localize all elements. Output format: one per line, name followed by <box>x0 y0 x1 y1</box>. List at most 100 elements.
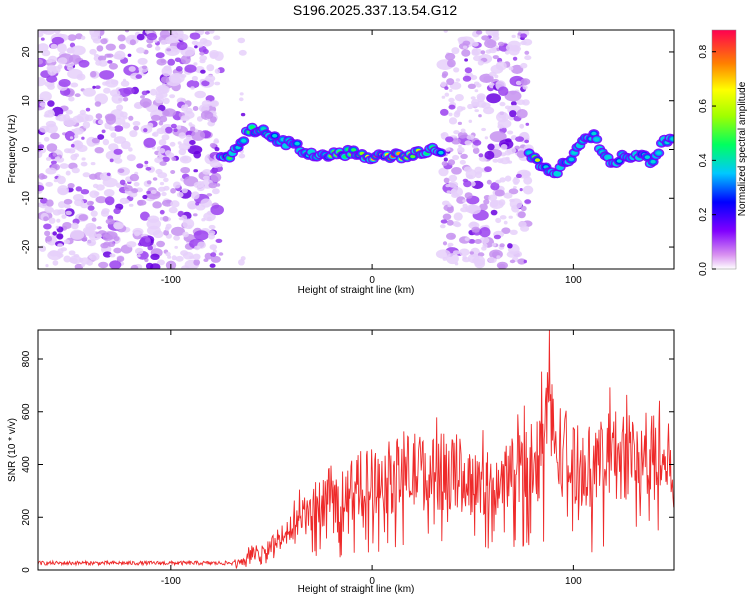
noise-speckle <box>40 30 48 34</box>
noise-speckle <box>170 200 180 208</box>
noise-speckle <box>495 179 502 184</box>
noise-speckle <box>447 59 456 68</box>
snr-line <box>38 330 674 569</box>
noise-speckle <box>137 199 144 206</box>
noise-speckle <box>70 45 86 56</box>
noise-speckle <box>446 190 452 194</box>
noise-speckle <box>212 249 217 253</box>
noise-speckle <box>57 248 64 255</box>
noise-speckle <box>50 160 57 165</box>
noise-speckle <box>464 67 473 74</box>
noise-speckle <box>510 44 520 52</box>
noise-speckle <box>78 59 90 68</box>
noise-speckle <box>44 110 55 118</box>
noise-speckle <box>38 202 43 208</box>
signal-blob <box>241 139 247 143</box>
noise-speckle <box>127 53 132 57</box>
noise-speckle <box>142 194 148 200</box>
noise-speckle <box>509 110 517 118</box>
noise-speckle <box>447 203 452 208</box>
noise-speckle <box>136 254 141 258</box>
colorbar-label: Normalized spectral amplitude <box>737 81 748 216</box>
noise-speckle <box>103 87 111 94</box>
noise-speckle <box>44 230 51 237</box>
noise-speckle <box>503 220 508 225</box>
noise-speckle <box>67 68 83 79</box>
noise-speckle <box>469 251 474 255</box>
noise-speckle <box>155 52 165 59</box>
noise-speckle <box>173 181 181 189</box>
noise-speckle <box>459 159 466 165</box>
y-tick-label: 200 <box>21 508 32 525</box>
noise-speckle <box>446 206 454 214</box>
noise-speckle <box>145 262 154 269</box>
noise-speckle <box>152 131 159 137</box>
noise-speckle <box>238 49 247 56</box>
noise-speckle <box>174 57 182 63</box>
noise-speckle <box>169 94 176 99</box>
noise-speckle <box>45 235 53 242</box>
y-tick-label: 400 <box>21 456 32 473</box>
noise-speckle <box>82 226 95 235</box>
noise-speckle <box>45 167 57 175</box>
noise-speckle <box>149 167 155 171</box>
noise-speckle <box>202 175 210 181</box>
noise-speckle <box>199 51 205 56</box>
noise-speckle <box>464 237 470 242</box>
noise-speckle <box>201 218 206 222</box>
noise-speckle <box>443 30 448 33</box>
noise-speckle <box>64 203 71 209</box>
noise-speckle <box>498 263 506 269</box>
noise-speckle <box>65 210 72 216</box>
noise-speckle <box>86 259 93 266</box>
noise-speckle <box>147 215 160 223</box>
noise-speckle <box>523 259 527 264</box>
noise-speckle <box>114 117 126 126</box>
noise-speckle <box>439 224 446 229</box>
noise-speckle <box>111 93 124 104</box>
noise-speckle <box>453 67 460 73</box>
noise-speckle <box>213 35 221 40</box>
noise-speckle <box>65 170 71 176</box>
noise-speckle <box>486 93 501 104</box>
spectrogram-xlabel: Height of straight line (km) <box>298 285 415 296</box>
noise-speckle <box>157 104 166 112</box>
noise-speckle <box>497 124 504 129</box>
noise-speckle <box>522 99 530 106</box>
noise-speckle <box>56 233 64 240</box>
colorbar: 0.0 0.2 0.4 0.6 0.8 Normalized spectral ampl… <box>698 29 748 276</box>
noise-speckle <box>166 40 172 45</box>
noise-speckle <box>74 263 84 269</box>
noise-speckle <box>238 259 245 266</box>
noise-speckle <box>156 58 167 66</box>
noise-speckle <box>53 30 61 34</box>
noise-speckle <box>208 30 215 34</box>
noise-speckle <box>57 185 69 196</box>
noise-speckle <box>113 247 122 254</box>
noise-speckle <box>189 140 196 145</box>
noise-speckle <box>209 52 218 59</box>
noise-speckle <box>520 33 527 39</box>
noise-speckle <box>113 148 123 155</box>
y-tick-label: 20 <box>21 46 32 58</box>
noise-speckle <box>481 127 487 132</box>
noise-speckle <box>474 89 479 93</box>
noise-speckle <box>70 229 85 240</box>
noise-speckle <box>473 55 483 62</box>
noise-speckle <box>126 154 136 162</box>
noise-speckle <box>171 255 177 261</box>
noise-speckle <box>522 85 528 90</box>
noise-speckle <box>143 137 156 148</box>
noise-speckle <box>463 166 472 173</box>
noise-speckle <box>240 256 246 261</box>
y-tick-label: 0 <box>21 146 32 152</box>
noise-speckle <box>52 152 57 157</box>
x-tick-label: 100 <box>565 576 582 587</box>
noise-speckle <box>69 42 76 48</box>
noise-speckle <box>464 140 472 146</box>
signal-blob <box>438 150 444 155</box>
noise-speckle <box>175 66 183 72</box>
noise-speckle <box>522 185 534 195</box>
noise-speckle <box>239 92 244 96</box>
